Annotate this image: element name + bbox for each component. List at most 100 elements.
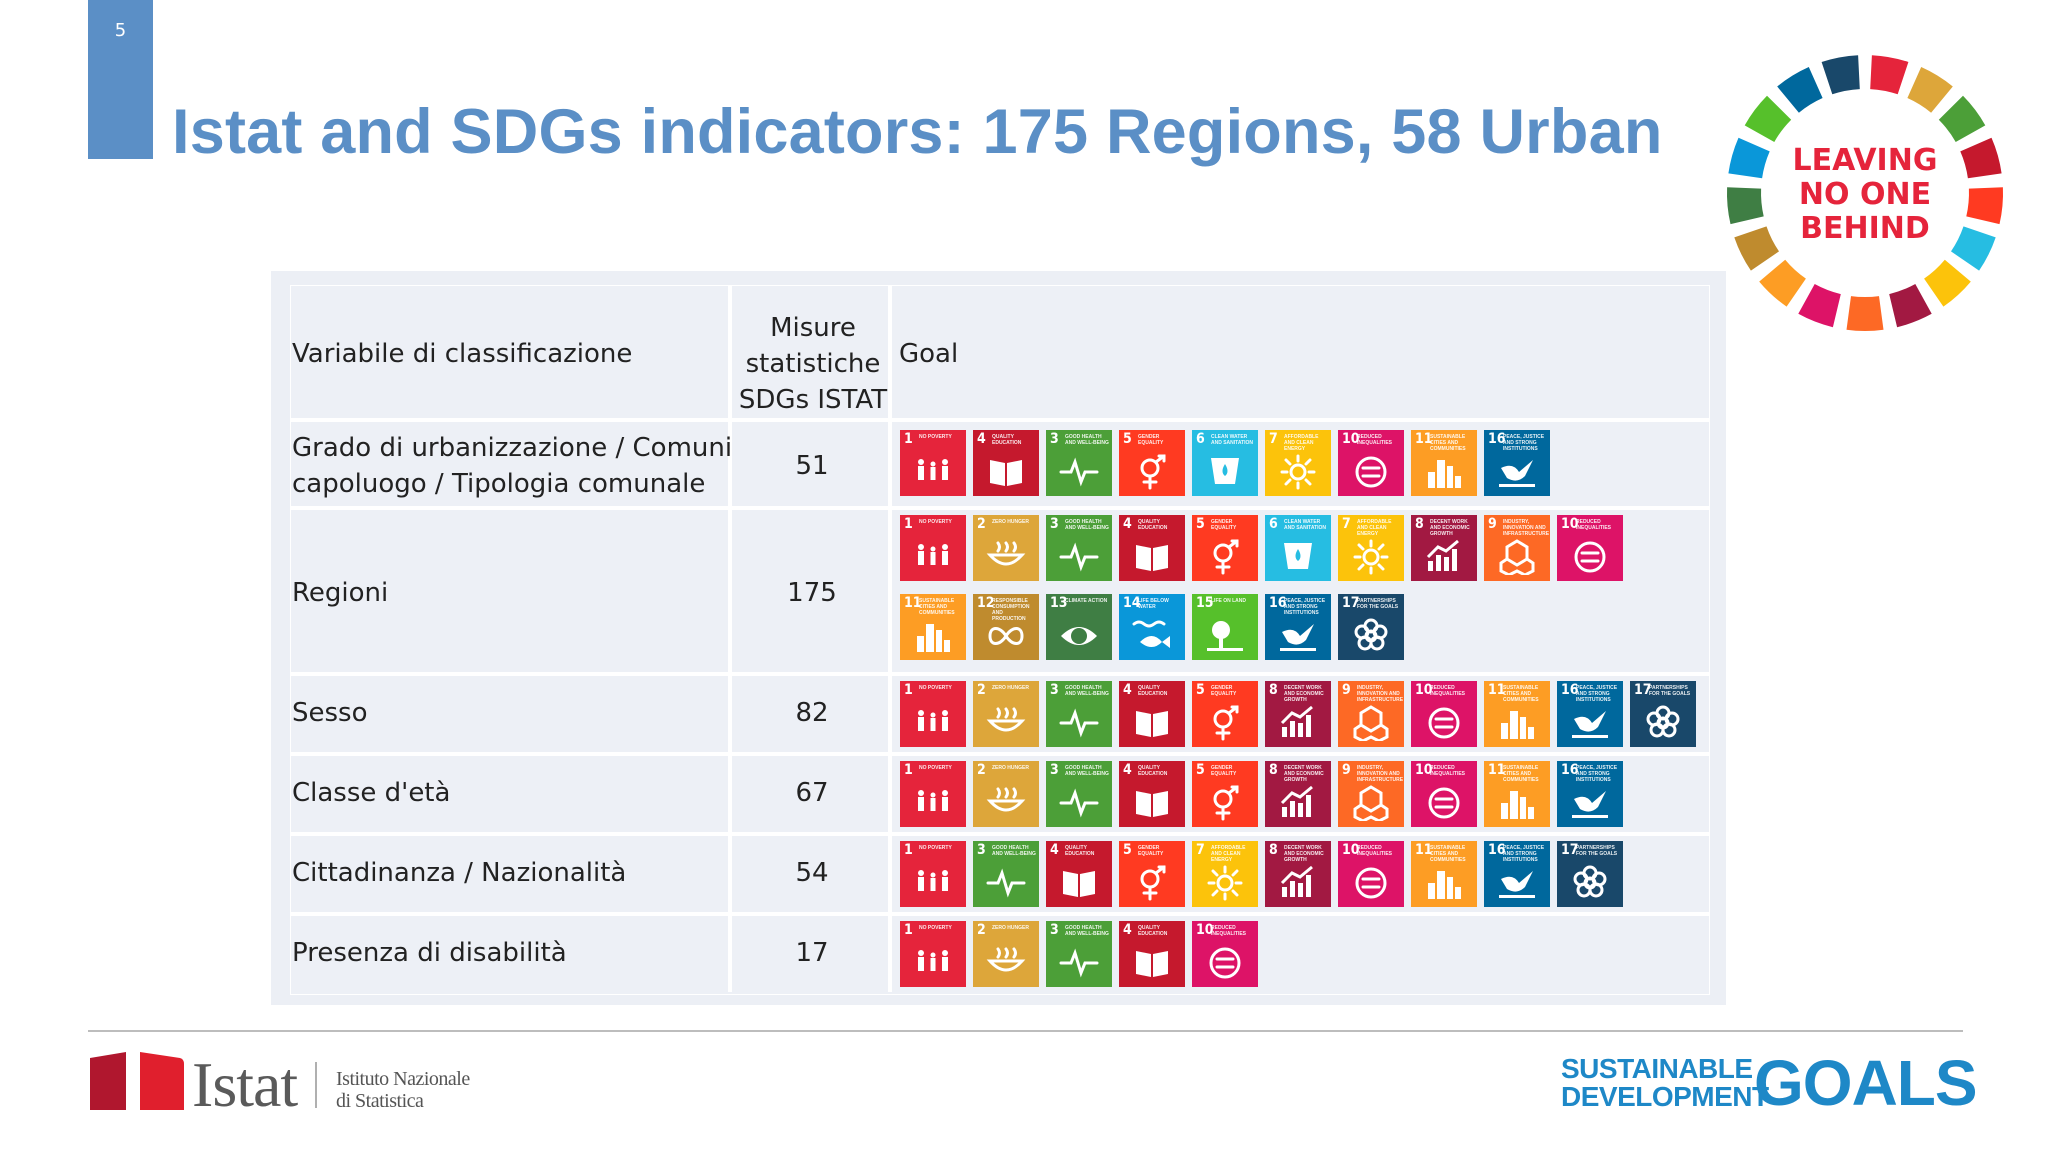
gender-icon — [1213, 539, 1239, 575]
sdg-goal-caption: No poverty — [919, 685, 952, 691]
sdg-goal-caption: Partnerships for the goals — [1576, 845, 1618, 857]
sdg-goal-caption: Quality education — [1065, 845, 1095, 857]
book-icon — [990, 460, 1022, 486]
sdg-goal-9-cubes-icon: 9 Industry, innovation and infrastructure — [1338, 761, 1404, 827]
heartbeat-icon — [1059, 788, 1099, 818]
sdg-goal-caption: Partnerships for the goals — [1357, 598, 1399, 610]
sdg-goal-number: 3 — [1050, 516, 1059, 532]
badge-ring-segment — [1798, 284, 1841, 328]
sdg-goal-number: 16 — [1561, 762, 1579, 778]
sdg-goal-number: 5 — [1196, 516, 1205, 532]
slide-number-bar: 5 — [88, 0, 153, 159]
sdg-goal-caption: No poverty — [919, 519, 952, 525]
gender-icon — [1140, 454, 1166, 490]
row-label: Cittadinanza / Nazionalità — [292, 858, 627, 888]
sdg-goal-caption: No poverty — [919, 925, 952, 931]
sdg-goal-caption: Affordable and clean energy — [1357, 519, 1392, 537]
sun-icon — [1280, 454, 1316, 490]
sdg-goal-number: 14 — [1123, 595, 1141, 611]
sdg-goal-number: 10 — [1561, 516, 1579, 532]
sdg-goal-number: 17 — [1561, 842, 1579, 858]
dove-icon — [1572, 711, 1608, 738]
sdg-goal-1-people-icon: 1 No poverty — [900, 921, 966, 987]
city-icon — [917, 624, 950, 652]
infinity-icon — [988, 627, 1024, 645]
sdg-goal-caption: No poverty — [919, 434, 952, 440]
book-icon — [1136, 545, 1168, 571]
book-icon — [1136, 791, 1168, 817]
column-separator — [888, 286, 892, 992]
row-separator — [290, 752, 1709, 756]
eye-globe-icon — [1061, 627, 1097, 645]
header-measures-line: SDGs ISTAT — [738, 385, 888, 415]
sdg-goal-caption: Peace, justice and strong institutions — [1576, 765, 1618, 783]
sdg-goal-caption: Reduced inequalities — [1357, 434, 1393, 446]
sdg-brand-text: SUSTAINABLE DEVELOPMENT — [1561, 1055, 1769, 1111]
sdg-brand-line: DEVELOPMENT — [1561, 1081, 1769, 1112]
sdg-goal-10-equal-icon: 10 Reduced inequalities — [1557, 515, 1623, 581]
sdg-goal-1-people-icon: 1 No poverty — [900, 430, 966, 496]
sdg-goal-caption: Affordable and clean energy — [1211, 845, 1246, 863]
sdg-goal-10-equal-icon: 10 Reduced inequalities — [1338, 430, 1404, 496]
sdg-goal-caption: Life on land — [1211, 598, 1246, 604]
sdg-goal-caption: Industry, innovation and infrastructure — [1503, 519, 1550, 537]
city-icon — [1428, 871, 1461, 899]
sdg-goal-caption: Good health and well-being — [992, 845, 1036, 857]
sdg-goal-caption: Quality education — [992, 434, 1022, 446]
sdg-goal-number: 7 — [1269, 431, 1278, 447]
tree-icon — [1207, 621, 1243, 651]
sdg-goal-number: 3 — [977, 842, 986, 858]
heartbeat-icon — [1059, 457, 1099, 487]
badge-line2: NO ONE — [1799, 177, 1931, 212]
sdg-goal-number: 4 — [1123, 762, 1132, 778]
sdg-goal-number: 10 — [1196, 922, 1214, 938]
book-icon — [1136, 711, 1168, 737]
istat-logo-icon — [90, 1052, 184, 1110]
header-measures-line: Misure — [770, 313, 856, 343]
bowl-icon — [986, 541, 1026, 566]
header-measures: Misure statistiche SDGs ISTAT — [733, 310, 893, 418]
dove-icon — [1280, 624, 1316, 651]
sdg-goal-caption: Responsible consumption and production — [992, 598, 1030, 622]
sdg-goal-10-equal-icon: 10 Reduced inequalities — [1192, 921, 1258, 987]
sdg-goal-number: 11 — [1415, 842, 1433, 858]
istat-logo-separator — [315, 1062, 317, 1108]
sdg-goal-caption: Sustainable cities and communities — [1430, 434, 1466, 452]
people-icon — [918, 544, 948, 565]
sdg-goal-number: 17 — [1634, 682, 1652, 698]
badge-ring-segment — [1889, 284, 1932, 328]
sdg-goal-caption: Reduced inequalities — [1211, 925, 1247, 937]
dove-icon — [1572, 791, 1608, 818]
badge-ring-segment — [1726, 187, 1764, 225]
flower-icon — [1354, 618, 1388, 651]
row-count: 17 — [795, 938, 829, 968]
sdg-goal-caption: Quality education — [1138, 925, 1168, 937]
slide-number: 5 — [114, 20, 127, 41]
sdg-goal-number: 5 — [1196, 682, 1205, 698]
badge-ring-segment — [1870, 55, 1909, 95]
gender-icon — [1213, 785, 1239, 821]
badge-ring-segment — [1951, 226, 1996, 271]
row-separator — [290, 832, 1709, 836]
sdg-goal-caption: Sustainable cities and communities — [1503, 765, 1539, 783]
sdg-goal-4-book-icon: 4 Quality education — [1119, 681, 1185, 747]
bowl-icon — [986, 707, 1026, 732]
sdg-goal-9-cubes-icon: 9 Industry, innovation and infrastructure — [1484, 515, 1550, 581]
sdg-goal-number: 1 — [904, 922, 913, 938]
sdg-goal-caption: Peace, justice and strong institutions — [1503, 845, 1545, 863]
sdg-goal-number: 11 — [1415, 431, 1433, 447]
footer-divider — [88, 1030, 1963, 1032]
sdg-goal-caption: Peace, justice and strong institutions — [1284, 598, 1326, 616]
sdg-goal-number: 4 — [977, 431, 986, 447]
sdg-goal-4-book-icon: 4 Quality education — [1119, 515, 1185, 581]
row-label: Grado di urbanizzazione / Comuni capoluo… — [292, 430, 732, 502]
sdg-goal-caption: Quality education — [1138, 685, 1168, 697]
gender-icon — [1213, 705, 1239, 741]
equal-icon — [1574, 541, 1606, 573]
sdg-goal-caption: Peace, justice and strong institutions — [1503, 434, 1545, 452]
sdg-goal-number: 6 — [1269, 516, 1278, 532]
equal-icon — [1209, 947, 1241, 979]
sdg-goal-number: 17 — [1342, 595, 1360, 611]
sdg-goal-16-dove-icon: 16 Peace, justice and strong institutions — [1557, 681, 1623, 747]
sdg-color-wheel-icon — [1726, 55, 2004, 331]
